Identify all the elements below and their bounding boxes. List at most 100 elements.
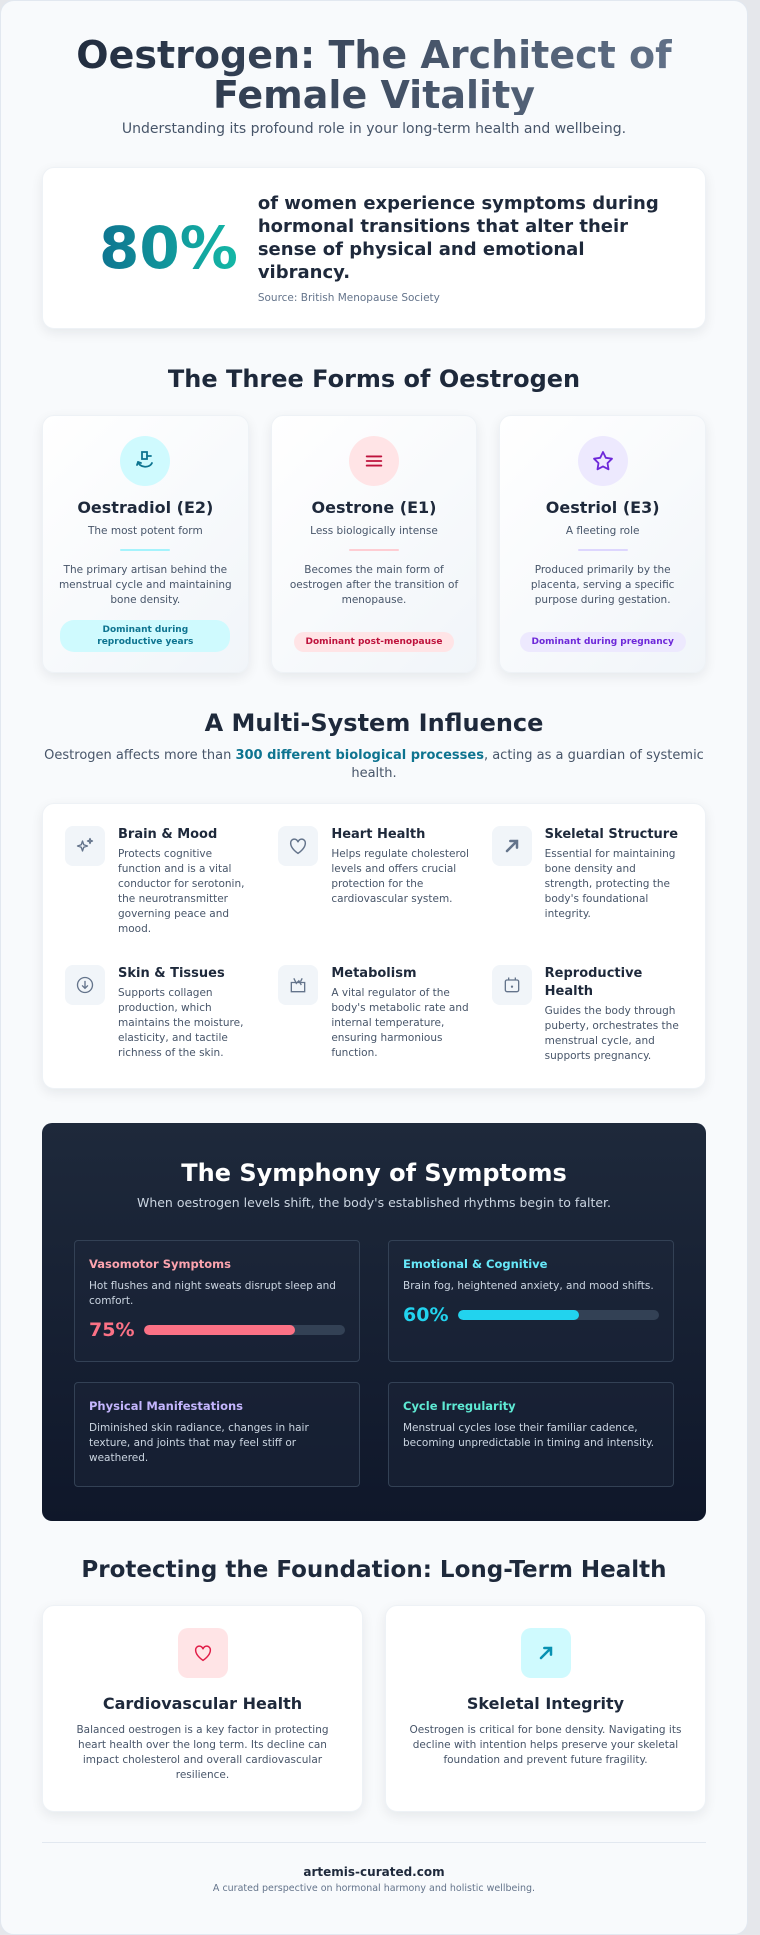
hand-cycle-icon: [120, 436, 171, 486]
system-item: Brain & Mood Protects cognitive function…: [65, 826, 256, 937]
footer-tagline: A curated perspective on hormonal harmon…: [212, 1883, 536, 1894]
heart-icon: [278, 826, 319, 866]
symptom-progress-bar: [458, 1310, 659, 1320]
system-title: Skin & Tissues: [118, 966, 225, 981]
form-description: Becomes the main form of oestrogen after…: [289, 564, 459, 606]
form-badge: Dominant during pregnancy: [519, 632, 686, 652]
system-title: Reproductive Health: [544, 966, 643, 999]
longterm-card-title: Cardiovascular Health: [102, 1694, 303, 1713]
symptom-description: Brain fog, heightened anxiety, and mood …: [403, 1280, 654, 1292]
form-divider: [348, 549, 399, 551]
system-item: Skin & Tissues Supports collagen product…: [65, 965, 256, 1064]
symptom-description: Hot flushes and night sweats disrupt sle…: [89, 1280, 336, 1307]
symptom-card: Physical Manifestations Diminished skin …: [74, 1382, 360, 1487]
symptom-progress-bar: [144, 1325, 345, 1335]
system-description: Helps regulate cholesterol levels and of…: [331, 848, 469, 905]
form-card: Oestriol (E3) A fleeting role Produced p…: [499, 415, 706, 673]
system-title: Metabolism: [331, 966, 417, 981]
system-body: Skin & Tissues Supports collagen product…: [118, 965, 256, 1061]
symptom-percent: 75%: [89, 1319, 135, 1341]
form-badge: Dominant during reproductive years: [60, 620, 231, 652]
stat-text: of women experience symptoms during horm…: [257, 193, 659, 283]
intro-highlight: 300 different biological processes: [235, 748, 484, 763]
system-item: Heart Health Helps regulate cholesterol …: [278, 826, 469, 937]
forms-grid: Oestradiol (E2) The most potent form The…: [42, 415, 706, 673]
longterm-title: Protecting the Foundation: Long-Term Hea…: [81, 1557, 667, 1583]
arrow-down-circle-icon: [65, 965, 105, 1005]
stat-value: 80%: [99, 214, 238, 282]
forms-title: The Three Forms of Oestrogen: [167, 365, 581, 393]
system-body: Heart Health Helps regulate cholesterol …: [331, 826, 469, 907]
metabolism-icon: [278, 965, 319, 1005]
system-description: Protects cognitive function and is a vit…: [118, 848, 245, 935]
symptoms-title: The Symphony of Symptoms: [181, 1159, 567, 1187]
star-icon: [577, 436, 628, 486]
system-item: Metabolism A vital regulator of the body…: [278, 965, 469, 1064]
page-subtitle: Understanding its profound role in your …: [121, 121, 627, 137]
form-description: The primary artisan behind the menstrual…: [58, 564, 232, 606]
system-body: Reproductive Health Guides the body thro…: [545, 965, 683, 1064]
form-card: Oestradiol (E2) The most potent form The…: [42, 415, 249, 673]
calendar-icon: [491, 965, 532, 1005]
menu-lines-icon: [348, 436, 399, 486]
system-description: Guides the body through puberty, orchest…: [544, 1005, 679, 1062]
form-name: Oestriol (E3): [545, 498, 660, 517]
longterm-grid: Cardiovascular Health Balanced oestrogen…: [42, 1605, 706, 1812]
longterm-description: Balanced oestrogen is a key factor in pr…: [76, 1724, 329, 1781]
symptom-description: Menstrual cycles lose their familiar cad…: [403, 1422, 655, 1449]
symptom-percent: 60%: [403, 1304, 449, 1326]
footer-divider: [42, 1842, 706, 1843]
systems-card: Brain & Mood Protects cognitive function…: [42, 803, 706, 1089]
symptom-progress-fill: [144, 1325, 295, 1335]
heart-icon: [177, 1628, 228, 1678]
symptom-progress: 60%: [403, 1304, 659, 1326]
sparkles-icon: [65, 826, 105, 866]
system-description: Essential for maintaining bone density a…: [544, 848, 676, 920]
arrow-up-right-icon: [491, 826, 532, 866]
form-badge: Dominant post-menopause: [293, 632, 455, 652]
system-title: Brain & Mood: [118, 827, 218, 842]
symptom-title: Emotional & Cognitive: [403, 1257, 548, 1271]
symptoms-section: The Symphony of Symptoms When oestrogen …: [42, 1123, 706, 1521]
symptom-description: Diminished skin radiance, changes in hai…: [89, 1422, 309, 1464]
form-tagline: A fleeting role: [565, 525, 640, 537]
system-item: Reproductive Health Guides the body thro…: [491, 965, 683, 1064]
system-title: Skeletal Structure: [544, 827, 679, 842]
symptom-title: Vasomotor Symptoms: [89, 1257, 231, 1271]
stat-source: Source: British Menopause Society: [257, 292, 440, 304]
arrow-up-right-icon: [520, 1628, 571, 1678]
symptom-progress: 75%: [89, 1319, 345, 1341]
form-divider: [120, 549, 171, 551]
form-name: Oestrone (E1): [311, 498, 437, 517]
symptom-card: Emotional & Cognitive Brain fog, heighte…: [388, 1240, 674, 1362]
symptoms-grid: Vasomotor Symptoms Hot flushes and night…: [74, 1240, 674, 1487]
system-description: A vital regulator of the body's metaboli…: [331, 987, 469, 1059]
page-title: Oestrogen: The Architect of Female Vital…: [42, 35, 706, 115]
footer-site: artemis-curated.com: [303, 1865, 445, 1879]
form-card: Oestrone (E1) Less biologically intense …: [270, 415, 478, 673]
form-tagline: Less biologically intense: [310, 525, 438, 537]
symptoms-subtitle: When oestrogen levels shift, the body's …: [136, 1195, 612, 1210]
symptom-title: Cycle Irregularity: [403, 1399, 516, 1413]
form-tagline: The most potent form: [87, 525, 203, 537]
stat-body: of women experience symptoms during horm…: [258, 192, 675, 304]
form-description: Produced primarily by the placenta, serv…: [530, 564, 675, 606]
system-body: Brain & Mood Protects cognitive function…: [118, 826, 256, 937]
system-item: Skeletal Structure Essential for maintai…: [491, 826, 683, 937]
longterm-description: Oestrogen is critical for bone density. …: [409, 1724, 682, 1766]
form-name: Oestradiol (E2): [77, 498, 214, 517]
system-title: Heart Health: [331, 827, 426, 842]
influence-title: A Multi-System Influence: [204, 709, 544, 737]
symptom-card: Vasomotor Symptoms Hot flushes and night…: [74, 1240, 360, 1362]
longterm-card-title: Skeletal Integrity: [466, 1694, 625, 1713]
system-body: Skeletal Structure Essential for maintai…: [545, 826, 683, 922]
system-body: Metabolism A vital regulator of the body…: [331, 965, 469, 1061]
symptom-progress-fill: [458, 1310, 579, 1320]
influence-intro: Oestrogen affects more than 300 differen…: [42, 747, 706, 783]
intro-text: Oestrogen affects more than: [44, 748, 236, 763]
longterm-card: Skeletal Integrity Oestrogen is critical…: [385, 1605, 706, 1812]
intro-text-end: , acting as a guardian of systemic healt…: [351, 748, 704, 781]
stat-card: 80% of women experience symptoms during …: [42, 167, 706, 329]
longterm-card: Cardiovascular Health Balanced oestrogen…: [42, 1605, 363, 1812]
